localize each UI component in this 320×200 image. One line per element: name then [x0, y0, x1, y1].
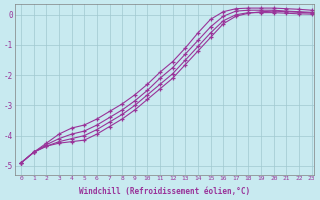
X-axis label: Windchill (Refroidissement éolien,°C): Windchill (Refroidissement éolien,°C) — [79, 187, 250, 196]
